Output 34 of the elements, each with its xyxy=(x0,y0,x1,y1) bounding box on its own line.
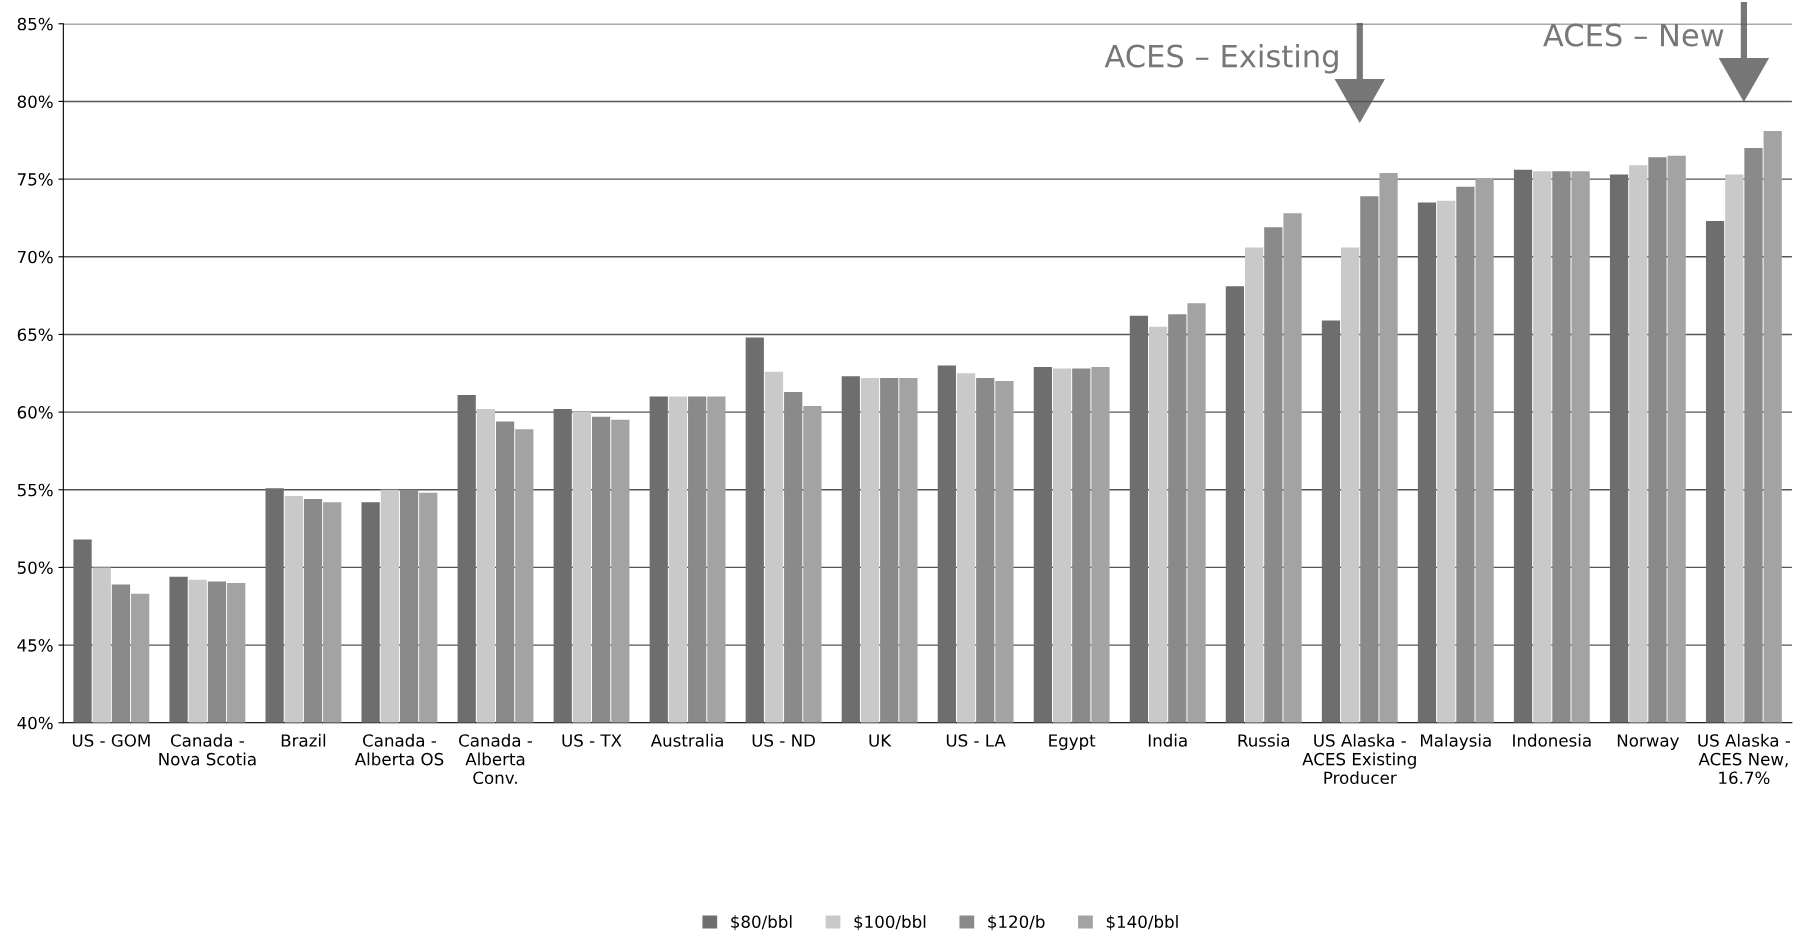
x-tick-label: Canada - Alberta Conv. xyxy=(459,733,533,785)
y-tick-label: 60% xyxy=(17,406,53,419)
y-tick-label: 80% xyxy=(17,95,53,109)
y-tick-label: 40% xyxy=(17,716,53,730)
y-tick-label: 85% xyxy=(17,17,53,31)
x-tick-label: Norway xyxy=(1617,734,1679,750)
y-tick-label: 55% xyxy=(17,483,53,497)
y-tick-label: 75% xyxy=(17,173,53,186)
x-tick-label: Egypt xyxy=(1049,734,1096,750)
x-tick-label: Indonesia xyxy=(1513,733,1591,747)
x-tick-label: Brazil xyxy=(281,733,326,747)
x-tick-label: Canada - Alberta OS xyxy=(354,733,444,766)
legend-label: $100/bbl xyxy=(854,915,926,931)
y-tick-label: 50% xyxy=(17,561,53,574)
legend-label: $140/bbl xyxy=(1106,915,1178,931)
x-tick-label: India xyxy=(1148,733,1187,747)
x-tick-label: US - ND xyxy=(752,734,815,747)
x-tick-label: US Alaska - ACES New, 16.7% xyxy=(1698,733,1791,785)
legend-label: $80/bbl xyxy=(731,915,792,931)
x-tick-label: Russia xyxy=(1238,733,1290,747)
x-tick-label: US Alaska - ACES Existing Producer xyxy=(1302,733,1416,785)
x-tick-label: Malaysia xyxy=(1421,733,1491,750)
y-tick-label: 70% xyxy=(17,250,53,264)
annotation: ACES – Existing xyxy=(1104,43,1338,74)
x-tick-label: US - GOM xyxy=(72,734,150,747)
x-tick-label: US - TX xyxy=(562,734,622,747)
legend-label: $120/b xyxy=(988,915,1045,931)
x-tick-label: Canada - Nova Scotia xyxy=(159,733,256,766)
y-tick-label: 65% xyxy=(17,328,53,341)
x-tick-label: UK xyxy=(869,734,892,747)
y-tick-label: 45% xyxy=(17,639,53,652)
annotation: ACES – New xyxy=(1543,23,1724,47)
x-tick-label: Australia xyxy=(650,733,723,747)
x-tick-label: US - LA xyxy=(946,734,1006,747)
